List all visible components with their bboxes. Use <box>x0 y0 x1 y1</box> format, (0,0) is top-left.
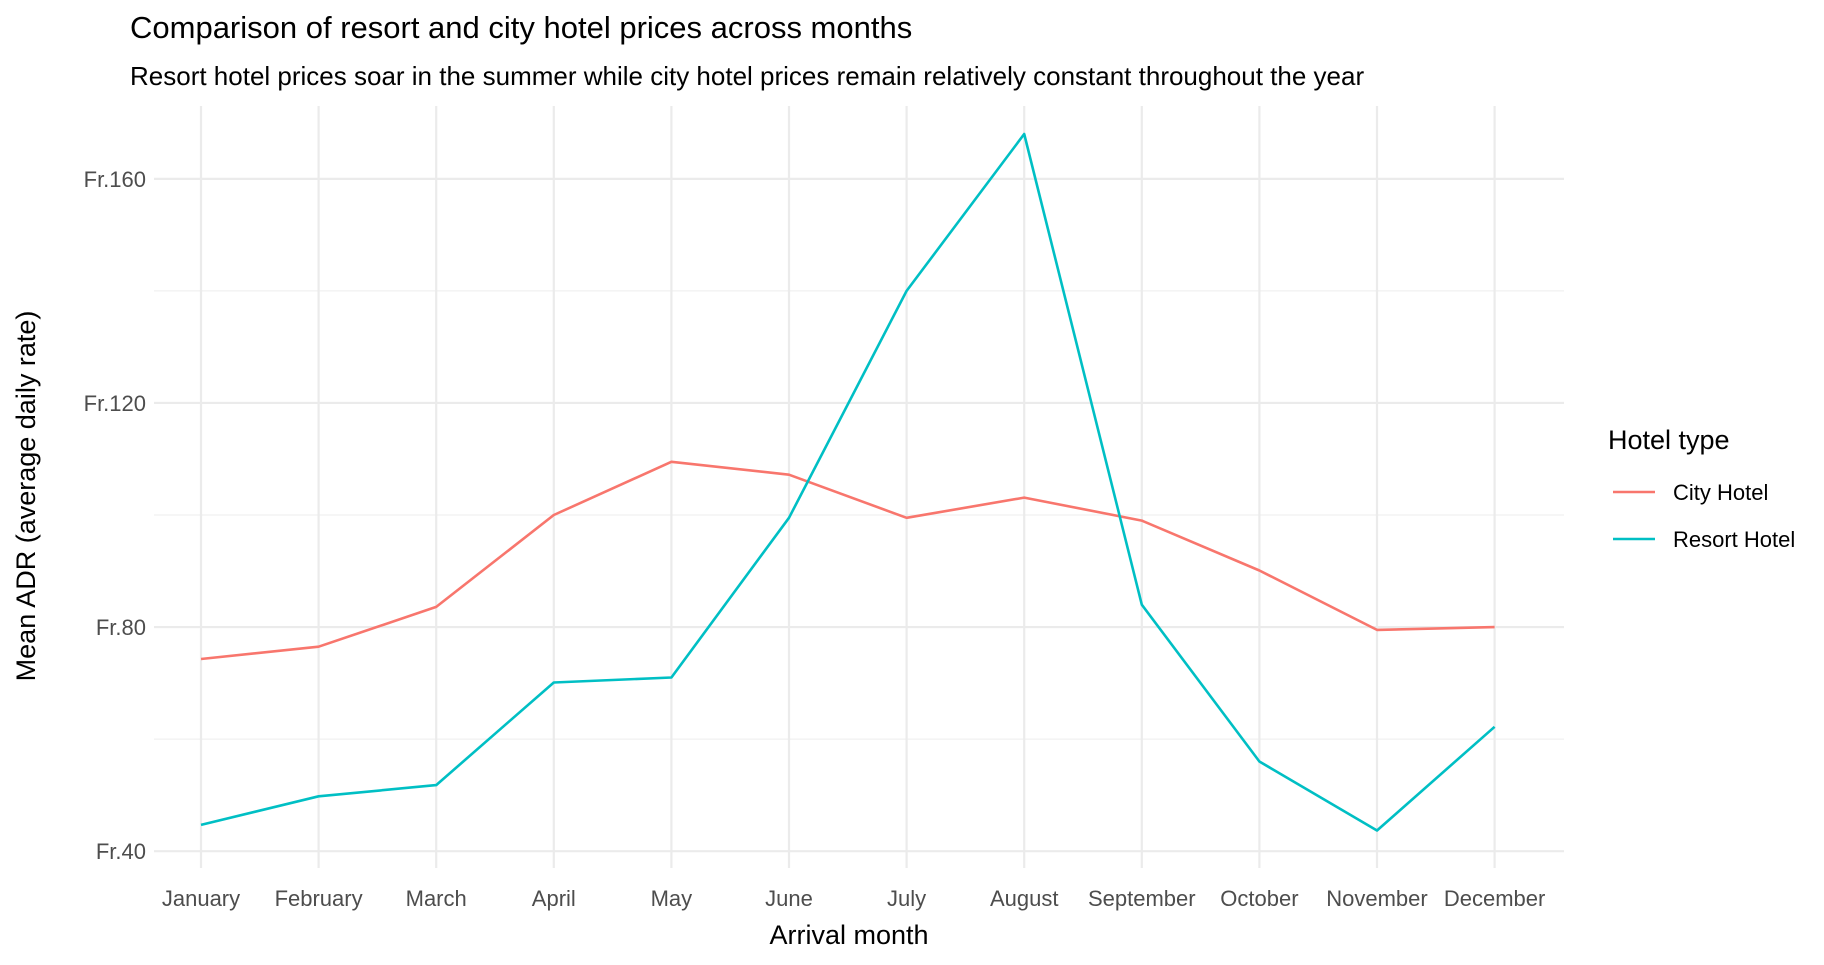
x-tick-label: August <box>990 886 1059 911</box>
legend-title: Hotel type <box>1608 425 1730 455</box>
chart-subtitle: Resort hotel prices soar in the summer w… <box>130 61 1364 91</box>
y-tick-label: Fr.80 <box>96 615 146 640</box>
x-tick-label: January <box>162 886 240 911</box>
x-tick-label: June <box>765 886 813 911</box>
y-axis-ticks: Fr.40 Fr.80 Fr.120 Fr.160 <box>84 167 146 864</box>
x-axis-ticks: January February March April May June July Augu… <box>162 886 1545 911</box>
x-tick-label: April <box>532 886 576 911</box>
chart-title: Comparison of resort and city hotel pric… <box>130 10 912 45</box>
x-tick-label: March <box>406 886 467 911</box>
x-tick-label: October <box>1220 886 1298 911</box>
legend-label: City Hotel <box>1673 480 1768 505</box>
legend-label: Resort Hotel <box>1673 527 1795 552</box>
series-line-city-hotel <box>200 460 1495 661</box>
x-tick-label: July <box>887 886 926 911</box>
series-lines <box>200 132 1496 832</box>
y-tick-label: Fr.160 <box>84 167 146 192</box>
x-tick-label: September <box>1088 886 1196 911</box>
y-tick-label: Fr.40 <box>96 839 146 864</box>
x-tick-label: November <box>1326 886 1427 911</box>
series-line-resort-hotel <box>200 132 1496 832</box>
legend: Hotel type City Hotel Resort Hotel <box>1608 425 1795 552</box>
y-axis-title: Mean ADR (average daily rate) <box>11 311 41 682</box>
x-tick-label: February <box>275 886 363 911</box>
y-tick-label: Fr.120 <box>84 391 146 416</box>
gridlines <box>154 106 1564 868</box>
legend-items: City Hotel Resort Hotel <box>1613 480 1795 552</box>
x-axis-title: Arrival month <box>769 920 928 950</box>
x-tick-label: December <box>1444 886 1545 911</box>
x-tick-label: May <box>651 886 693 911</box>
